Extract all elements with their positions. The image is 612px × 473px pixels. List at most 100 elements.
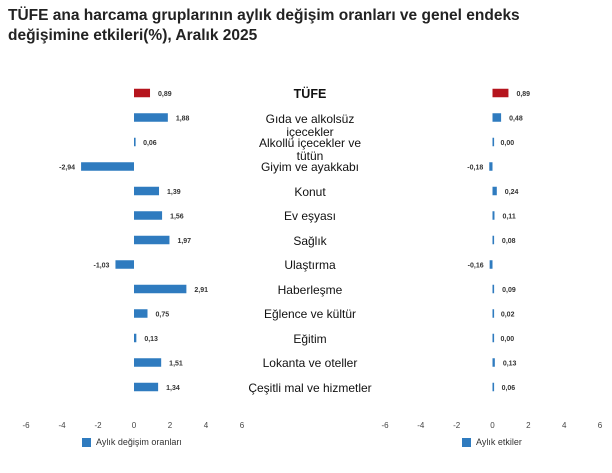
chart-panel-monthly-change: 0,89 1,88 0,06 -2,94 1,39 1,56 1,97 -1,03 2,91 0,… — [22, 88, 245, 430]
data-label: -1,03 — [93, 263, 109, 270]
bar — [134, 333, 137, 343]
category-label-line: Alkollü içecekler ve — [258, 136, 362, 150]
bar — [134, 235, 170, 245]
data-label: 0,13 — [503, 361, 517, 368]
bar — [492, 358, 495, 367]
category-label-line: Haberleşme — [277, 282, 343, 297]
bar — [492, 137, 495, 147]
category-label-line: Lokanta ve oteller — [262, 356, 358, 370]
bar — [134, 137, 136, 147]
data-label: 1,51 — [169, 361, 183, 368]
data-label: 0,06 — [502, 385, 516, 392]
chart-panel-monthly-effect: 0,89 0,48 0,00 -0,18 0,24 0,11 0,08 -0,16 0,09 0,… — [381, 88, 603, 430]
x-tick-label: -4 — [417, 421, 425, 430]
data-label: 0,00 — [501, 336, 515, 343]
data-label: 0,75 — [156, 312, 170, 319]
bar — [134, 211, 163, 220]
data-label: 0,11 — [502, 214, 515, 221]
category-label: Sağlık — [230, 233, 390, 248]
data-label: 0,09 — [502, 287, 516, 294]
x-tick-label: 4 — [562, 421, 567, 430]
bar — [492, 284, 495, 294]
category-label: Haberleşme — [230, 282, 390, 297]
x-tick-label: -4 — [58, 421, 66, 430]
x-tick-label: 0 — [132, 421, 137, 430]
bar — [492, 333, 495, 343]
x-tick-label: -2 — [94, 421, 102, 430]
category-label: TÜFE — [230, 86, 390, 101]
data-label: 0,06 — [143, 140, 157, 147]
data-label: 1,56 — [170, 214, 184, 221]
category-label-line: Konut — [294, 184, 326, 199]
x-tick-label: 4 — [204, 421, 209, 430]
bar — [134, 382, 159, 392]
bar — [115, 260, 134, 269]
category-label-line: Gıda ve alkolsüz — [265, 111, 355, 126]
category-label-line: Eğitim — [293, 331, 327, 346]
category-label: Konut — [230, 184, 390, 199]
legend-label: Aylık değişim oranları — [96, 437, 182, 447]
data-label: -0,18 — [467, 165, 483, 172]
category-label-line: Ulaştırma — [284, 258, 336, 272]
category-label-line: Giyim ve ayakkabı — [260, 160, 360, 174]
category-label-line: Ev eşyası — [283, 209, 337, 223]
category-label: Alkollü içecekler ve tütün — [230, 137, 390, 163]
data-label: 1,97 — [177, 238, 191, 245]
bar — [489, 260, 493, 269]
data-label: 1,34 — [166, 385, 180, 392]
data-label: 0,08 — [502, 238, 516, 245]
bar — [134, 358, 162, 367]
data-label: -0,16 — [468, 263, 484, 270]
legend-monthly-change: Aylık değişim oranları — [82, 437, 182, 447]
bar — [492, 382, 495, 392]
x-tick-label: 2 — [168, 421, 173, 430]
bar — [81, 162, 134, 171]
category-label: Ulaştırma — [230, 259, 390, 272]
category-label-line: Çeşitli mal ve hizmetler — [248, 380, 372, 395]
legend-swatch — [462, 437, 471, 447]
data-label: 1,88 — [176, 116, 190, 123]
data-label: 1,39 — [167, 189, 181, 196]
x-tick-label: -6 — [381, 421, 389, 430]
category-label-line: Eğlence ve kültür — [263, 307, 357, 321]
category-label: Eğitim — [230, 331, 390, 346]
category-label: Giyim ve ayakkabı — [230, 161, 390, 174]
data-label: 0,48 — [509, 116, 523, 123]
bar — [492, 235, 495, 245]
data-label: 0,13 — [144, 336, 158, 343]
data-label: 0,89 — [516, 91, 530, 98]
bar — [489, 162, 493, 171]
legend-monthly-effect: Aylık etkiler — [462, 437, 522, 447]
bar — [134, 113, 168, 122]
data-label: 0,02 — [501, 312, 515, 319]
bar — [492, 186, 497, 196]
bar — [492, 211, 495, 220]
bar — [134, 186, 160, 196]
legend-label: Aylık etkiler — [476, 437, 522, 447]
category-label-line: içecekler — [286, 124, 334, 139]
bar — [492, 88, 509, 98]
data-label: 0,00 — [501, 140, 515, 147]
x-tick-label: 2 — [526, 421, 531, 430]
x-tick-label: 6 — [598, 421, 603, 430]
data-label: 0,89 — [158, 91, 172, 98]
bar — [492, 309, 495, 318]
data-label: 0,24 — [505, 189, 519, 196]
legend-swatch — [82, 437, 91, 447]
bar — [134, 309, 148, 318]
x-tick-label: -2 — [453, 421, 461, 430]
category-label: Lokanta ve oteller — [230, 357, 390, 370]
category-label: Çeşitli mal ve hizmetler — [230, 380, 390, 395]
data-label: 2,91 — [194, 287, 208, 294]
bar — [134, 284, 187, 294]
x-tick-label: 0 — [490, 421, 495, 430]
category-label: Gıda ve alkolsüz içecekler — [230, 111, 390, 139]
bar — [492, 113, 502, 122]
x-tick-label: 6 — [240, 421, 245, 430]
data-label: -2,94 — [59, 165, 75, 172]
x-tick-label: -6 — [22, 421, 30, 430]
category-label-line: Sağlık — [293, 233, 327, 248]
category-label-line: TÜFE — [293, 86, 327, 101]
category-label: Eğlence ve kültür — [230, 308, 390, 321]
